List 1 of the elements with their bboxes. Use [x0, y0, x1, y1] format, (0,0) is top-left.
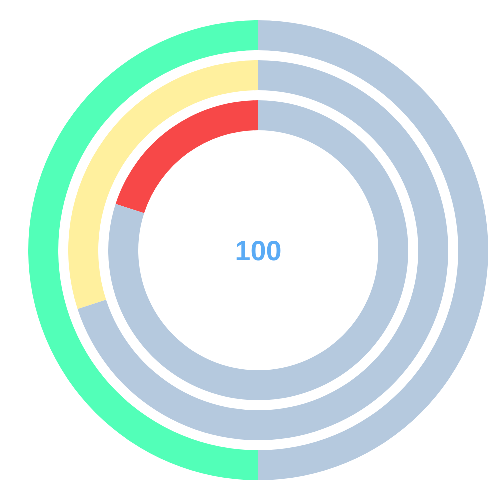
- text: 100: [235, 236, 282, 266]
